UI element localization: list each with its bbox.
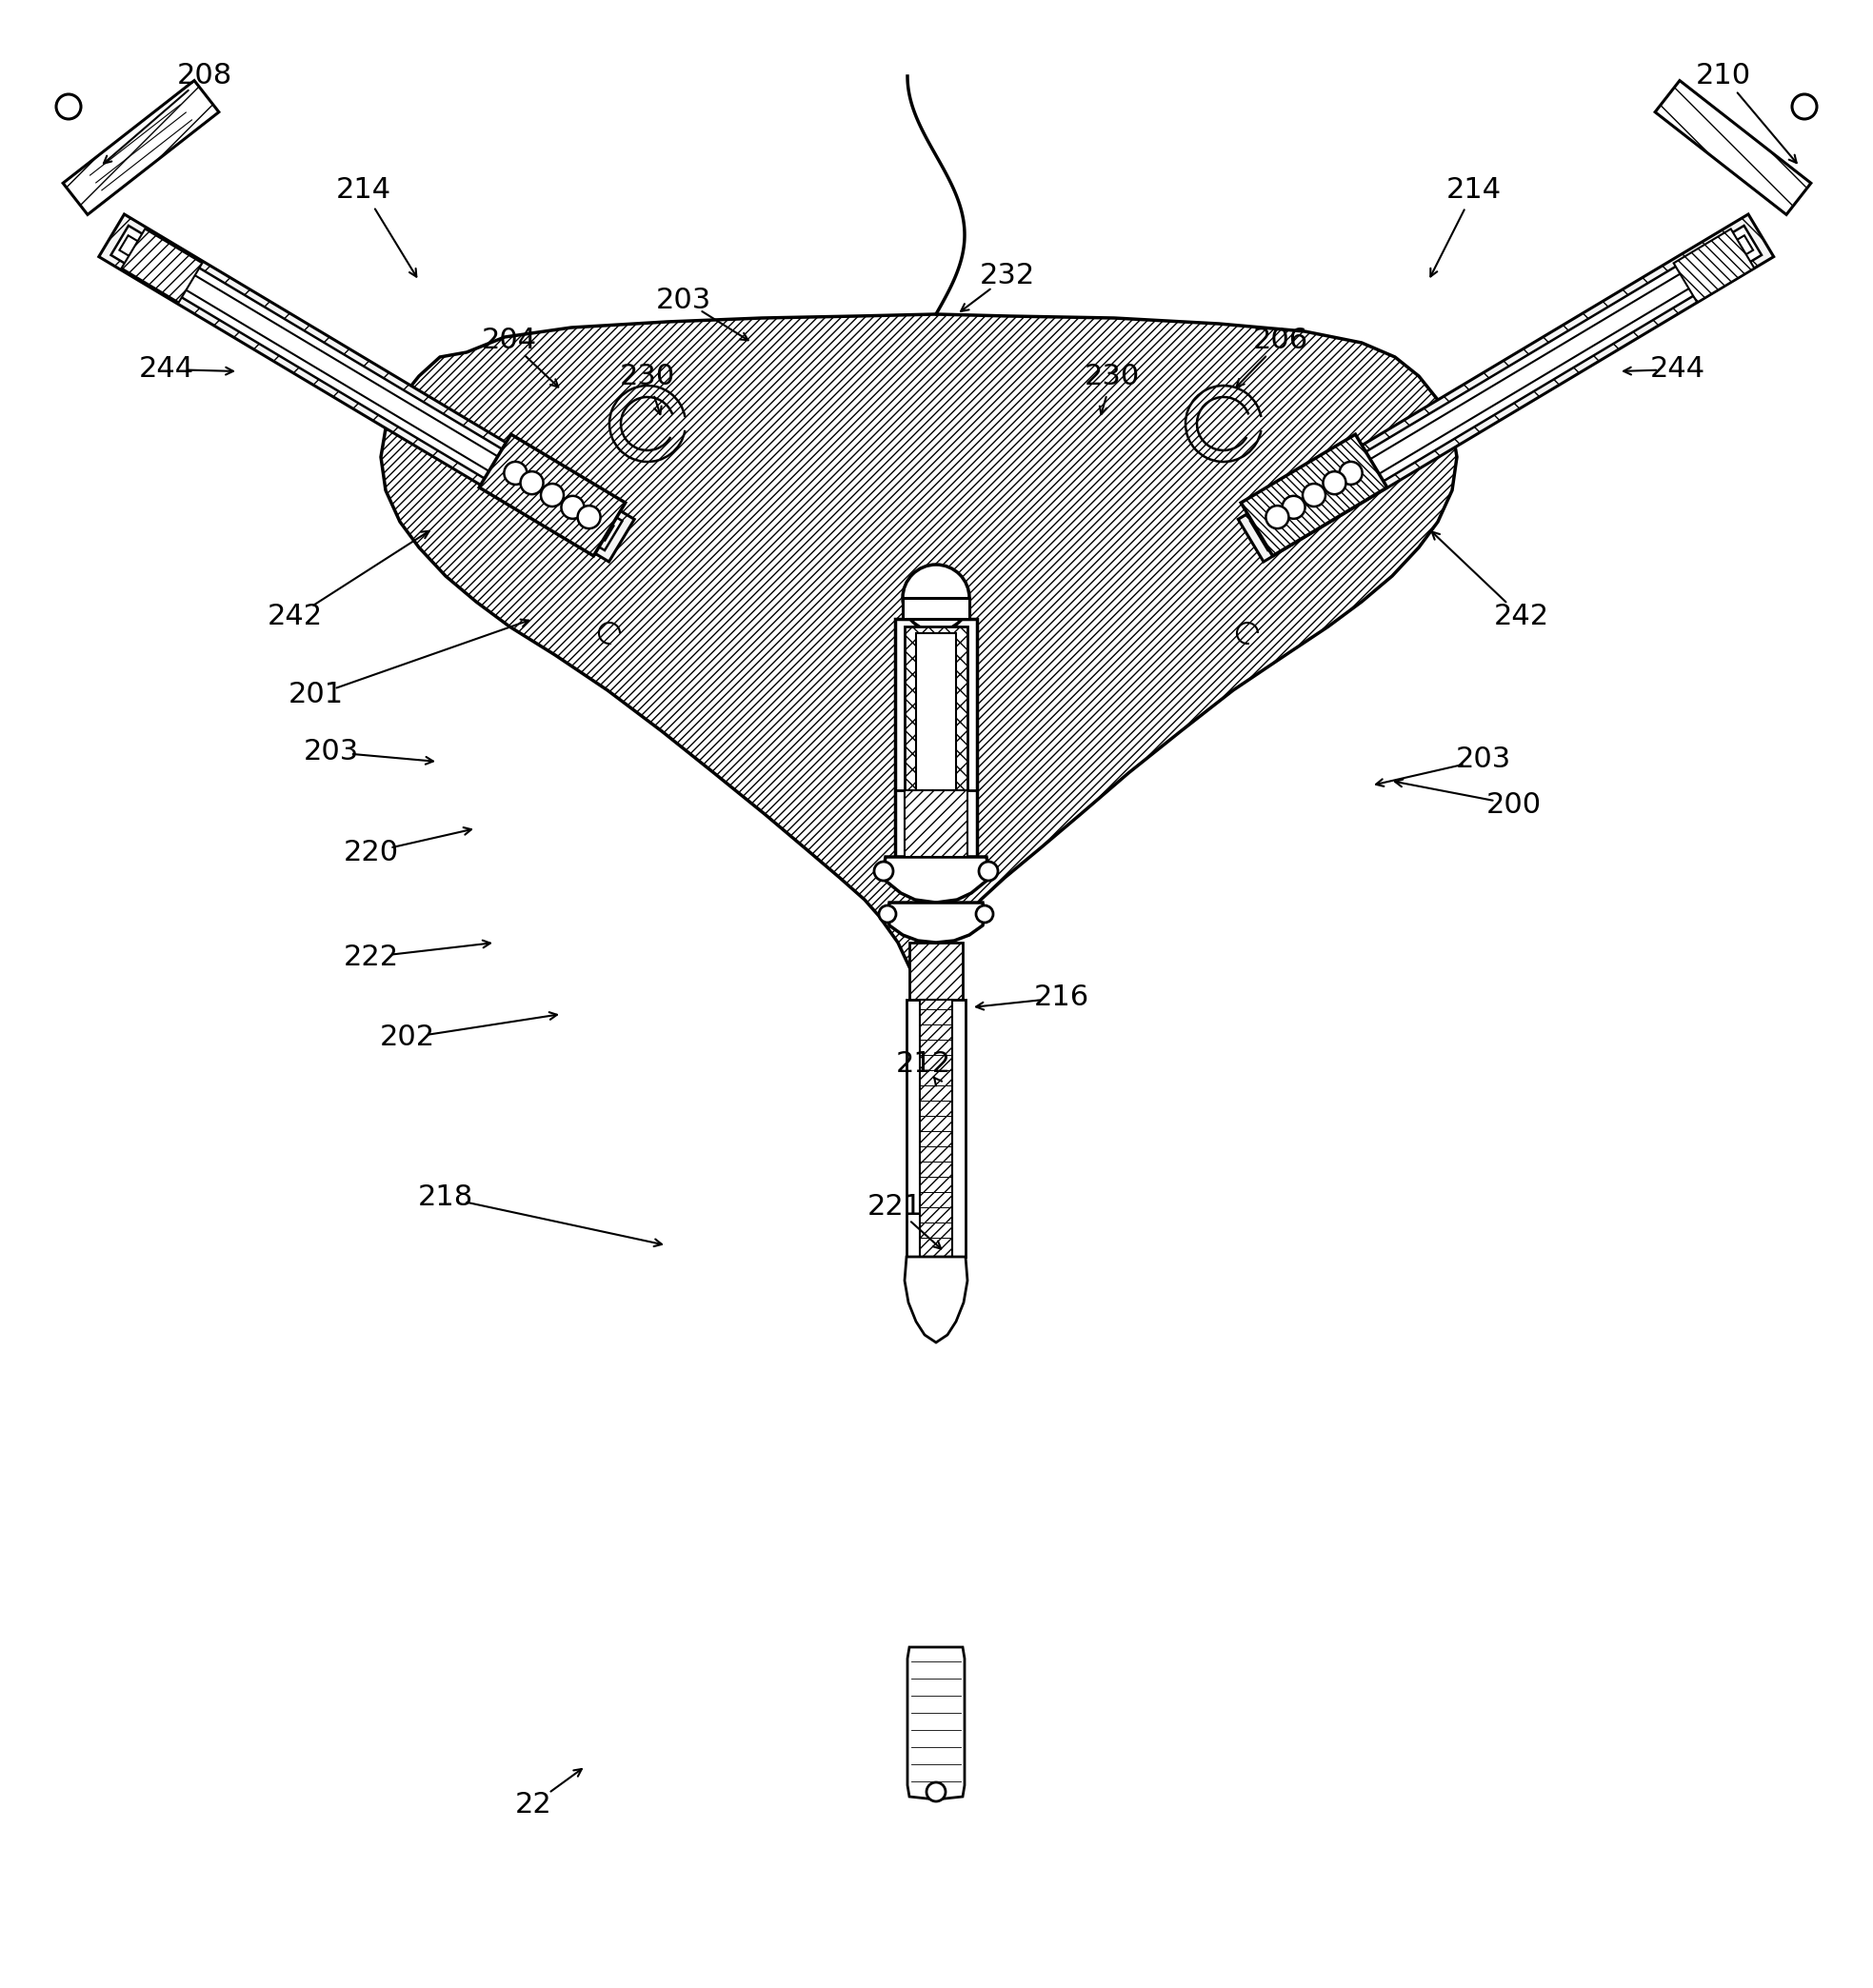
Circle shape [521, 471, 543, 495]
Polygon shape [907, 1648, 965, 1799]
Polygon shape [907, 1000, 966, 1256]
Text: 203: 203 [656, 286, 712, 314]
Circle shape [1322, 471, 1347, 495]
Polygon shape [905, 626, 968, 791]
Circle shape [875, 861, 893, 881]
Circle shape [1339, 461, 1362, 485]
Polygon shape [916, 632, 955, 791]
Polygon shape [1242, 433, 1388, 557]
Polygon shape [380, 314, 1457, 1034]
Text: 230: 230 [1084, 362, 1141, 390]
Polygon shape [888, 903, 985, 942]
Polygon shape [920, 1000, 951, 1256]
Text: 210: 210 [1695, 62, 1751, 89]
Polygon shape [1259, 235, 1753, 541]
Text: 214: 214 [335, 177, 391, 205]
Polygon shape [905, 791, 968, 857]
Circle shape [562, 495, 584, 519]
Polygon shape [895, 618, 978, 857]
Circle shape [903, 565, 970, 632]
Text: 200: 200 [1487, 791, 1541, 819]
Circle shape [541, 483, 564, 507]
Text: 22: 22 [515, 1791, 553, 1819]
Text: 222: 222 [343, 942, 399, 970]
Circle shape [878, 905, 895, 922]
Circle shape [1266, 505, 1289, 529]
Text: 204: 204 [481, 328, 538, 354]
Text: 244: 244 [139, 356, 195, 384]
Text: 221: 221 [867, 1193, 923, 1221]
Circle shape [504, 461, 526, 485]
Text: 201: 201 [288, 682, 345, 710]
Text: 202: 202 [380, 1024, 435, 1052]
Text: 203: 203 [1455, 746, 1512, 773]
Circle shape [927, 1783, 946, 1801]
Text: 230: 230 [620, 362, 676, 390]
Text: 206: 206 [1253, 328, 1309, 354]
Polygon shape [910, 942, 963, 1000]
Polygon shape [479, 433, 626, 557]
Polygon shape [905, 1256, 968, 1342]
Text: 208: 208 [176, 62, 232, 89]
Text: 214: 214 [1446, 177, 1502, 205]
Text: 220: 220 [343, 839, 399, 867]
Circle shape [577, 505, 601, 529]
Polygon shape [99, 215, 635, 563]
Circle shape [1302, 483, 1326, 507]
Text: 203: 203 [303, 738, 360, 765]
Polygon shape [1674, 229, 1755, 302]
Circle shape [56, 93, 81, 119]
Polygon shape [1249, 225, 1762, 551]
Polygon shape [903, 598, 970, 618]
Circle shape [1792, 93, 1817, 119]
Text: 242: 242 [268, 602, 322, 630]
Circle shape [976, 905, 993, 922]
Circle shape [1283, 495, 1305, 519]
Polygon shape [64, 82, 219, 215]
Polygon shape [122, 229, 202, 302]
Polygon shape [120, 235, 614, 541]
Polygon shape [1656, 82, 1811, 215]
Polygon shape [884, 857, 989, 903]
Polygon shape [111, 225, 622, 551]
Text: 216: 216 [1034, 984, 1090, 1012]
Circle shape [980, 861, 998, 881]
Text: 212: 212 [895, 1050, 951, 1077]
Polygon shape [1238, 215, 1774, 563]
Text: 244: 244 [1650, 356, 1706, 384]
Text: 242: 242 [1495, 602, 1549, 630]
Text: 218: 218 [418, 1185, 474, 1211]
Text: 232: 232 [980, 262, 1036, 290]
